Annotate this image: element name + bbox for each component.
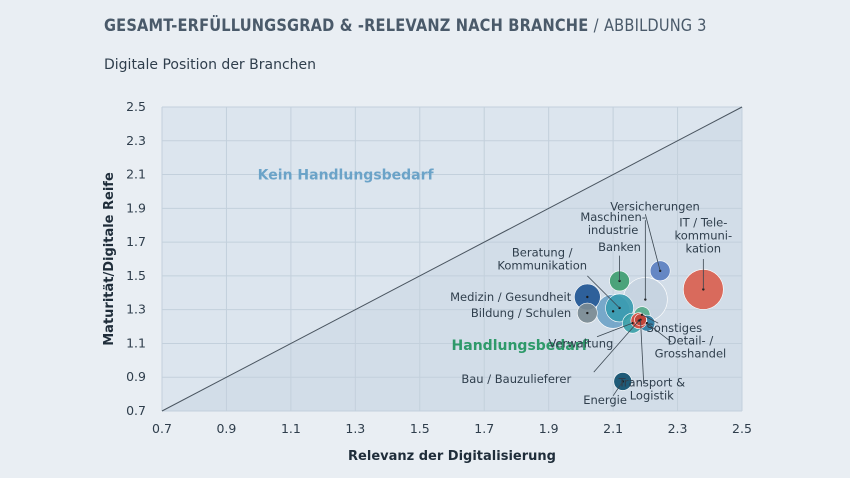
data-label: Transport & Logistik bbox=[617, 376, 685, 403]
x-tick-label: 1.1 bbox=[281, 421, 301, 436]
x-tick-label: 2.5 bbox=[732, 421, 752, 436]
y-tick-label: 2.1 bbox=[126, 167, 146, 182]
chart-subtitle: Digitale Position der Branchen bbox=[104, 57, 317, 73]
data-label: Sonstiges bbox=[646, 321, 702, 335]
chart-title: GESAMT-ERFÜLLUNGSGRAD & -RELEVANZ NACH B… bbox=[104, 16, 589, 36]
data-label: Versicherungen bbox=[610, 200, 700, 214]
x-tick-label: 2.3 bbox=[668, 421, 688, 436]
data-label-line: Beratung / bbox=[512, 246, 573, 260]
x-tick-label: 1.9 bbox=[539, 421, 559, 436]
data-label: Banken bbox=[598, 240, 641, 254]
region-label: Handlungsbedarf bbox=[452, 338, 589, 354]
data-label: Energie bbox=[583, 393, 627, 407]
data-label: Maschinen-industrie bbox=[580, 210, 646, 237]
data-label-line: Energie bbox=[583, 393, 627, 407]
data-label-line: Bildung / Schulen bbox=[471, 306, 571, 320]
data-label-line: Maschinen- bbox=[580, 210, 646, 224]
y-tick-label: 1.3 bbox=[126, 302, 146, 317]
data-label-line: kommuni- bbox=[675, 228, 733, 242]
chart-title-group: GESAMT-ERFÜLLUNGSGRAD & -RELEVANZ NACH B… bbox=[104, 16, 707, 36]
leader-line bbox=[593, 320, 640, 373]
data-label-line: Verwaltung bbox=[548, 336, 613, 350]
data-label-line: Grosshandel bbox=[655, 346, 727, 360]
data-label-line: Transport & bbox=[617, 376, 685, 390]
y-tick-label: 1.1 bbox=[126, 335, 146, 350]
data-label-line: Detail- / bbox=[668, 333, 714, 347]
y-tick-label: 2.3 bbox=[126, 133, 146, 148]
diagonal-line bbox=[161, 106, 743, 412]
y-axis-title: Maturität/Digitale Reife bbox=[102, 172, 117, 346]
data-label: Verwaltung bbox=[548, 336, 613, 350]
data-label: Medizin / Gesundheit bbox=[450, 290, 572, 304]
leader-line bbox=[641, 314, 659, 324]
data-label-line: IT / Tele- bbox=[679, 215, 727, 229]
y-tick-label: 0.7 bbox=[126, 403, 146, 418]
y-tick-label: 2.5 bbox=[126, 99, 146, 114]
x-tick-label: 1.3 bbox=[345, 421, 365, 436]
data-label-line: Kommunikation bbox=[497, 259, 587, 273]
data-label-line: industrie bbox=[588, 223, 639, 237]
leader-line bbox=[640, 319, 645, 384]
data-label-line: Sonstiges bbox=[646, 321, 702, 335]
data-label-line: Medizin / Gesundheit bbox=[450, 290, 572, 304]
x-tick-label: 0.9 bbox=[216, 421, 236, 436]
y-tick-label: 0.9 bbox=[126, 369, 146, 384]
header: GESAMT-ERFÜLLUNGSGRAD & -RELEVANZ NACH B… bbox=[104, 16, 805, 36]
data-label: Bau / Bauzulieferer bbox=[461, 372, 571, 386]
leader-line bbox=[596, 322, 633, 338]
leader-line bbox=[612, 381, 624, 397]
figure-number: ABBILDUNG 3 bbox=[604, 16, 707, 36]
x-axis-title: Relevanz der Digitalisierung bbox=[348, 449, 556, 464]
x-tick-label: 1.7 bbox=[474, 421, 494, 436]
x-tick-label: 0.7 bbox=[152, 421, 172, 436]
x-tick-label: 2.1 bbox=[603, 421, 623, 436]
leader-line bbox=[644, 214, 661, 271]
data-label-line: Banken bbox=[598, 240, 641, 254]
data-label-line: kation bbox=[686, 241, 722, 255]
title-separator: / bbox=[593, 16, 599, 36]
y-tick-label: 1.5 bbox=[126, 268, 146, 283]
data-label: Detail- / Grosshandel bbox=[655, 333, 727, 360]
data-point-center bbox=[611, 310, 615, 313]
data-point-center bbox=[586, 311, 589, 315]
data-point-center bbox=[586, 295, 589, 299]
region-label: Kein Handlungsbedarf bbox=[258, 168, 435, 184]
data-label: Beratung / Kommunikation bbox=[497, 246, 587, 273]
y-tick-label: 1.7 bbox=[126, 234, 146, 249]
leader-line bbox=[646, 322, 672, 343]
data-label: Bildung / Schulen bbox=[471, 306, 571, 320]
y-tick-label: 1.9 bbox=[126, 200, 146, 215]
data-label-line: Logistik bbox=[630, 389, 674, 403]
data-label: IT / Tele-kommuni-kation bbox=[675, 215, 733, 255]
data-label-line: Bau / Bauzulieferer bbox=[461, 372, 571, 386]
leader-line bbox=[587, 275, 620, 309]
data-label-line: Versicherungen bbox=[610, 200, 700, 214]
x-tick-label: 1.5 bbox=[410, 421, 430, 436]
